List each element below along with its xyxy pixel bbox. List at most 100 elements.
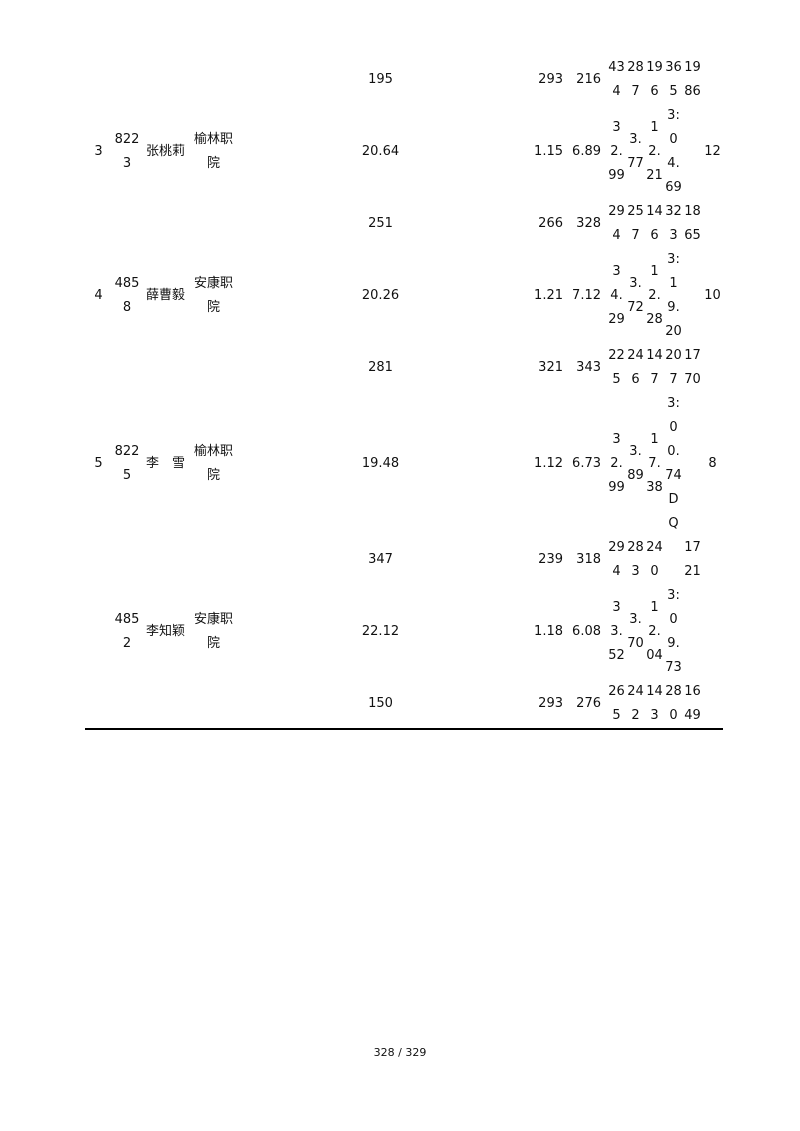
cell-score-b: 293 bbox=[538, 72, 563, 87]
cell-rank bbox=[85, 344, 112, 392]
cell-points bbox=[702, 584, 723, 680]
cell-score-a: 150 bbox=[368, 696, 393, 711]
cell-event-5: 1721 bbox=[684, 540, 701, 579]
cell-school bbox=[189, 344, 238, 392]
cell-school: 安康职院 bbox=[193, 276, 233, 315]
cell-school: 安康职院 bbox=[193, 612, 233, 651]
cell-points bbox=[702, 56, 723, 104]
cell-score-c: 7.12 bbox=[572, 288, 601, 303]
cell-points: 8 bbox=[708, 456, 717, 471]
cell-event-2: 3.70 bbox=[627, 612, 644, 651]
cell-score-c: 6.08 bbox=[572, 624, 601, 639]
cell-score-a: 20.64 bbox=[361, 144, 400, 159]
cell-athlete-id bbox=[112, 56, 142, 104]
cell-event-5: 1770 bbox=[684, 348, 701, 387]
cell-event-1: 265 bbox=[608, 684, 625, 723]
table-row: 5 8225 李 雪榆林职院 19.48 1.12 6.73 32.99 3.89 17.38 3… bbox=[85, 392, 723, 536]
cell-event-5 bbox=[683, 104, 702, 200]
cell-event-1: 32.99 bbox=[608, 432, 625, 495]
table-row: 347 239 318 294 283 240 1721 bbox=[85, 536, 723, 584]
cell-rank: 3 bbox=[94, 144, 103, 159]
cell-rank bbox=[85, 56, 112, 104]
cell-event-2: 242 bbox=[627, 684, 644, 723]
cell-score-c: 276 bbox=[576, 696, 601, 711]
cell-athlete-name: 薛曹毅 bbox=[145, 288, 185, 303]
table-row: 4852 李知颖 安康职院 22.12 1.18 6.08 33.52 3.70 12.04 3:… bbox=[85, 584, 723, 680]
cell-event-4: 3:04.69 bbox=[665, 108, 682, 195]
cell-event-4: 207 bbox=[665, 348, 682, 387]
cell-athlete-name bbox=[142, 56, 189, 104]
cell-event-5 bbox=[683, 248, 702, 344]
table-row: 150 293 276 265 242 143 280 1649 bbox=[85, 680, 723, 729]
cell-event-3: 146 bbox=[646, 204, 663, 243]
cell-event-1: 225 bbox=[608, 348, 625, 387]
cell-score-a: 19.48 bbox=[361, 456, 400, 471]
cell-points: 12 bbox=[704, 144, 721, 159]
cell-event-4: 323 bbox=[665, 204, 682, 243]
cell-school bbox=[189, 536, 238, 584]
cell-event-4 bbox=[664, 536, 683, 584]
cell-athlete-id bbox=[112, 680, 142, 729]
cell-athlete-name: 李知颖 bbox=[145, 624, 185, 639]
cell-score-b: 239 bbox=[538, 552, 563, 567]
table-row: 195 293 216 434 287 196 365 1986 bbox=[85, 56, 723, 104]
cell-points: 10 bbox=[704, 288, 721, 303]
cell-event-2: 246 bbox=[627, 348, 644, 387]
cell-score-a: 20.26 bbox=[361, 288, 400, 303]
table-row: 4 4858 薛曹毅 安康职院 20.26 1.21 7.12 34.29 3.72 12.28 3… bbox=[85, 248, 723, 344]
cell-score-a: 281 bbox=[368, 360, 393, 375]
cell-event-5 bbox=[683, 392, 702, 536]
cell-event-3: 12.21 bbox=[646, 120, 663, 183]
cell-event-5: 1649 bbox=[684, 684, 701, 723]
cell-school bbox=[189, 680, 238, 729]
cell-score-b: 321 bbox=[538, 360, 563, 375]
cell-score-c: 328 bbox=[576, 216, 601, 231]
cell-event-1: 34.29 bbox=[608, 264, 625, 327]
cell-event-3: 240 bbox=[646, 540, 663, 579]
cell-event-4: 3:09.73 bbox=[665, 588, 682, 675]
cell-athlete-id: 4858 bbox=[114, 276, 140, 315]
cell-event-3: 143 bbox=[646, 684, 663, 723]
cell-school bbox=[189, 200, 238, 248]
cell-athlete-id: 8223 bbox=[114, 132, 140, 171]
cell-score-b: 293 bbox=[538, 696, 563, 711]
cell-event-3: 147 bbox=[646, 348, 663, 387]
cell-event-5: 1865 bbox=[684, 204, 701, 243]
cell-athlete-id bbox=[112, 200, 142, 248]
cell-score-b: 1.15 bbox=[534, 144, 563, 159]
cell-event-2: 257 bbox=[627, 204, 644, 243]
cell-rank bbox=[85, 200, 112, 248]
cell-athlete-name: 张桃莉 bbox=[145, 144, 185, 159]
table-row: 3 8223 张桃莉 榆林职院 20.64 1.15 6.89 32.99 3.77 12.21 3… bbox=[85, 104, 723, 200]
cell-event-5: 1986 bbox=[684, 60, 701, 99]
cell-event-2: 283 bbox=[627, 540, 644, 579]
cell-athlete-name bbox=[142, 344, 189, 392]
cell-points bbox=[702, 344, 723, 392]
cell-rank bbox=[85, 536, 112, 584]
cell-score-a: 251 bbox=[368, 216, 393, 231]
cell-score-b: 1.18 bbox=[534, 624, 563, 639]
cell-event-2: 3.72 bbox=[627, 276, 644, 315]
cell-score-c: 318 bbox=[576, 552, 601, 567]
cell-score-b: 1.21 bbox=[534, 288, 563, 303]
cell-school: 榆林职院 bbox=[193, 132, 233, 171]
table-row: 281 321 343 225 246 147 207 1770 bbox=[85, 344, 723, 392]
cell-event-1: 434 bbox=[608, 60, 625, 99]
cell-event-1: 32.99 bbox=[608, 120, 625, 183]
cell-event-2: 287 bbox=[627, 60, 644, 99]
cell-score-b: 1.12 bbox=[534, 456, 563, 471]
cell-rank bbox=[85, 680, 112, 729]
cell-score-c: 6.89 bbox=[572, 144, 601, 159]
cell-score-c: 216 bbox=[576, 72, 601, 87]
cell-athlete-id bbox=[112, 344, 142, 392]
cell-athlete-id: 4852 bbox=[114, 612, 140, 651]
table-row: 251 266 328 294 257 146 323 1865 bbox=[85, 200, 723, 248]
cell-score-a: 195 bbox=[368, 72, 393, 87]
cell-school: 榆林职院 bbox=[193, 444, 233, 483]
cell-athlete-name bbox=[142, 680, 189, 729]
page-number: 328 / 329 bbox=[373, 1046, 427, 1059]
cell-points bbox=[702, 536, 723, 584]
cell-points bbox=[702, 200, 723, 248]
cell-score-a: 22.12 bbox=[361, 624, 400, 639]
cell-athlete-name: 李 雪 bbox=[145, 456, 185, 471]
